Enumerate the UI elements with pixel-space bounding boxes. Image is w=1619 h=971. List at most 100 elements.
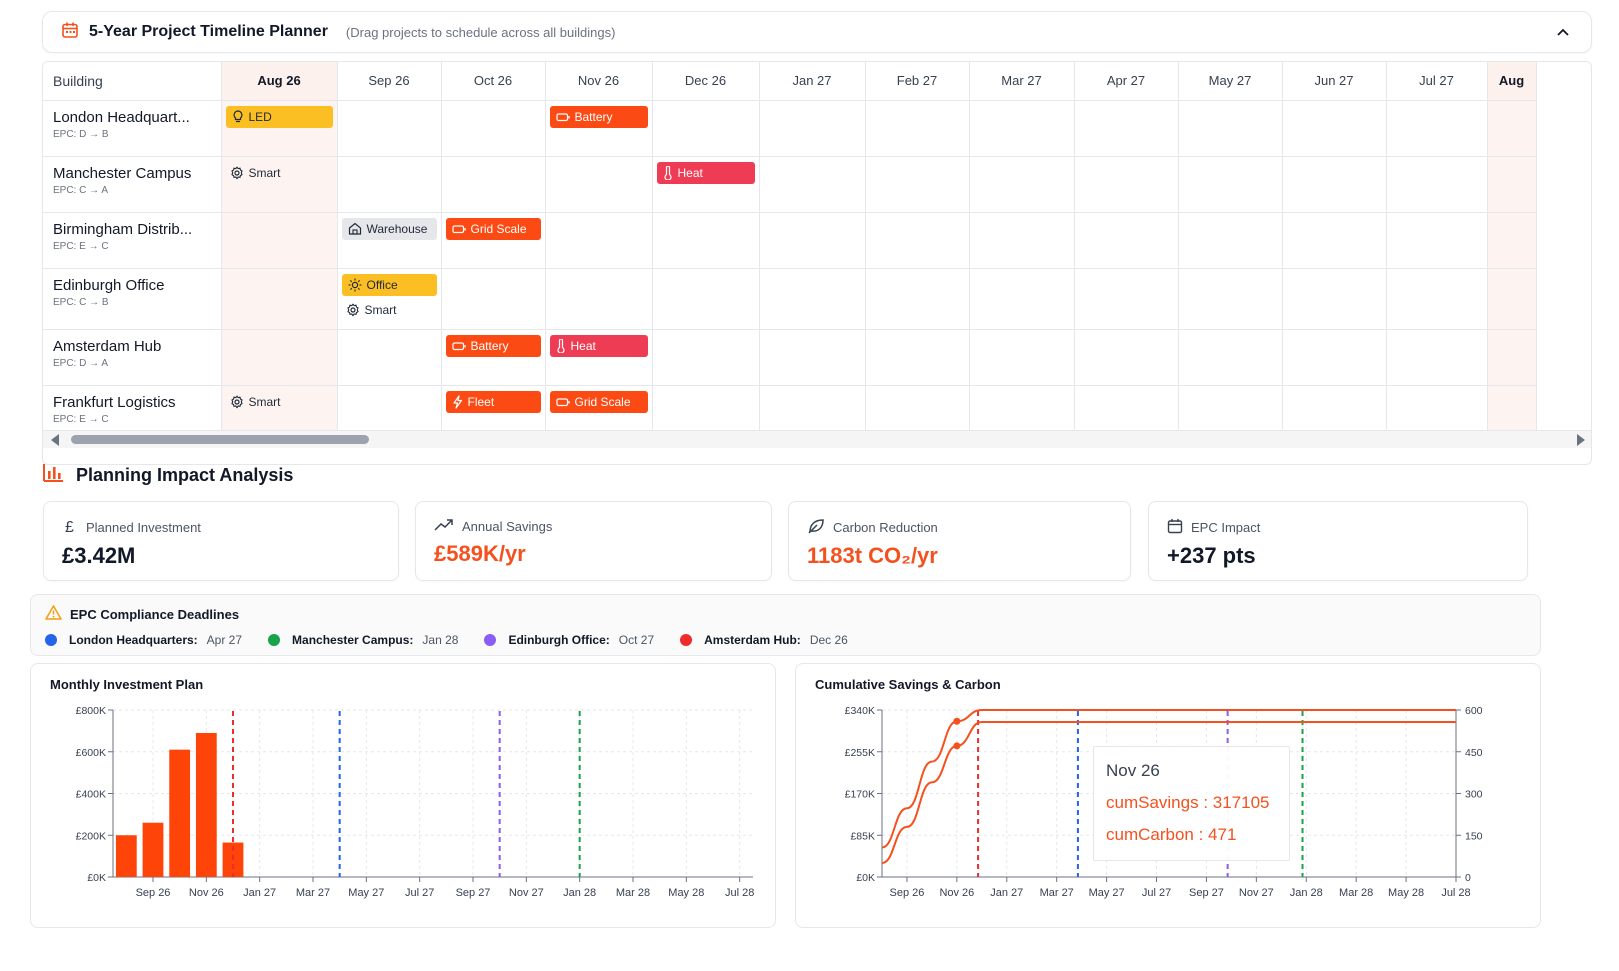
timeline-cell[interactable] <box>545 156 653 213</box>
timeline-cell[interactable] <box>1282 212 1387 269</box>
timeline-cell[interactable] <box>441 100 546 157</box>
timeline-cell[interactable] <box>1178 156 1283 213</box>
timeline-cell[interactable] <box>1487 268 1537 330</box>
timeline-cell[interactable] <box>759 385 866 436</box>
timeline-cell[interactable] <box>1282 268 1387 330</box>
timeline-cell[interactable] <box>221 212 338 269</box>
timeline-cell[interactable] <box>1178 329 1283 386</box>
timeline-cell[interactable]: Heat <box>545 329 653 386</box>
timeline-cell[interactable]: LED <box>221 100 338 157</box>
timeline-cell[interactable] <box>759 212 866 269</box>
timeline-cell[interactable] <box>1487 212 1537 269</box>
timeline-cell[interactable] <box>652 268 760 330</box>
timeline-cell[interactable] <box>1487 329 1537 386</box>
timeline-cell[interactable] <box>969 156 1075 213</box>
timeline-cell[interactable] <box>865 212 970 269</box>
x-tick-label: Jul 28 <box>1441 887 1470 899</box>
scroll-right-arrow-icon[interactable] <box>1577 434 1585 446</box>
timeline-cell[interactable] <box>759 329 866 386</box>
timeline-cell[interactable] <box>969 212 1075 269</box>
project-chip[interactable]: Grid Scale <box>549 390 648 413</box>
timeline-cell[interactable] <box>865 268 970 330</box>
timeline-cell[interactable] <box>441 156 546 213</box>
project-chip[interactable]: Smart <box>342 299 437 321</box>
timeline-cell[interactable] <box>652 329 760 386</box>
timeline-cell[interactable] <box>1074 329 1179 386</box>
project-chip[interactable]: Smart <box>226 162 333 184</box>
timeline-cell[interactable] <box>1386 385 1488 436</box>
month-header: Mar 27 <box>969 62 1075 101</box>
timeline-cell[interactable] <box>865 329 970 386</box>
timeline-cell[interactable] <box>1178 385 1283 436</box>
timeline-cell[interactable]: Office Smart <box>337 268 442 330</box>
project-chip[interactable]: LED <box>225 105 333 128</box>
x-tick-label: May 28 <box>668 887 704 899</box>
timeline-cell[interactable] <box>1487 100 1537 157</box>
timeline-cell[interactable] <box>969 100 1075 157</box>
timeline-cell[interactable] <box>1487 156 1537 213</box>
timeline-cell[interactable] <box>1386 100 1488 157</box>
timeline-cell[interactable] <box>1178 268 1283 330</box>
collapse-chevron-icon[interactable] <box>1553 22 1573 42</box>
timeline-cell[interactable]: Grid Scale <box>545 385 653 436</box>
timeline-cell[interactable] <box>1074 156 1179 213</box>
timeline-cell[interactable] <box>337 385 442 436</box>
timeline-cell[interactable] <box>1386 268 1488 330</box>
project-chip[interactable]: Smart <box>226 391 333 413</box>
project-chip[interactable]: Fleet <box>445 390 541 413</box>
scroll-left-arrow-icon[interactable] <box>51 434 59 446</box>
timeline-cell[interactable]: Fleet <box>441 385 546 436</box>
timeline-cell[interactable] <box>652 385 760 436</box>
timeline-cell[interactable]: Warehouse <box>337 212 442 269</box>
timeline-cell[interactable] <box>652 100 760 157</box>
project-chip[interactable]: Heat <box>549 334 648 357</box>
timeline-cell[interactable] <box>1282 100 1387 157</box>
timeline-cell[interactable] <box>1178 100 1283 157</box>
timeline-cell[interactable] <box>1386 156 1488 213</box>
timeline-cell[interactable] <box>337 100 442 157</box>
timeline-cell[interactable] <box>337 156 442 213</box>
timeline-cell[interactable] <box>545 268 653 330</box>
timeline-cell[interactable]: Battery <box>545 100 653 157</box>
project-chip[interactable]: Heat <box>656 161 755 184</box>
timeline-cell[interactable] <box>545 212 653 269</box>
timeline-cell[interactable] <box>1386 329 1488 386</box>
timeline-cell[interactable] <box>865 385 970 436</box>
project-chip[interactable]: Warehouse <box>341 217 437 240</box>
timeline-cell[interactable] <box>652 212 760 269</box>
timeline-cell[interactable] <box>1074 212 1179 269</box>
timeline-cell[interactable] <box>759 100 866 157</box>
timeline-cell[interactable] <box>759 268 866 330</box>
scrollbar-thumb[interactable] <box>71 435 369 444</box>
timeline-cell[interactable] <box>1074 268 1179 330</box>
timeline-cell[interactable] <box>1074 385 1179 436</box>
timeline-cell[interactable] <box>441 268 546 330</box>
timeline-cell[interactable] <box>1282 156 1387 213</box>
timeline-cell[interactable] <box>1282 385 1387 436</box>
timeline-cell[interactable] <box>1386 212 1488 269</box>
project-chip[interactable]: Battery <box>549 105 648 128</box>
timeline-cell[interactable] <box>1074 100 1179 157</box>
timeline-cell[interactable] <box>969 385 1075 436</box>
timeline-cell[interactable] <box>221 268 338 330</box>
timeline-cell[interactable]: Heat <box>652 156 760 213</box>
project-chip[interactable]: Battery <box>445 334 541 357</box>
timeline-cell[interactable] <box>1178 212 1283 269</box>
timeline-cell[interactable] <box>1282 329 1387 386</box>
timeline-cell[interactable] <box>865 100 970 157</box>
timeline-cell[interactable] <box>969 329 1075 386</box>
project-chip[interactable]: Grid Scale <box>445 217 541 240</box>
timeline-cell[interactable]: Battery <box>441 329 546 386</box>
timeline-cell[interactable] <box>1487 385 1537 436</box>
timeline-cell[interactable] <box>865 156 970 213</box>
planner-header[interactable]: 5-Year Project Timeline Planner (Drag pr… <box>42 11 1592 53</box>
timeline-cell[interactable]: Smart <box>221 156 338 213</box>
timeline-cell[interactable]: Smart <box>221 385 338 436</box>
timeline-cell[interactable] <box>969 268 1075 330</box>
timeline-cell[interactable] <box>221 329 338 386</box>
timeline-cell[interactable] <box>337 329 442 386</box>
timeline-cell[interactable] <box>759 156 866 213</box>
horizontal-scrollbar[interactable] <box>43 430 1591 448</box>
project-chip[interactable]: Office <box>341 273 437 296</box>
timeline-cell[interactable]: Grid Scale <box>441 212 546 269</box>
